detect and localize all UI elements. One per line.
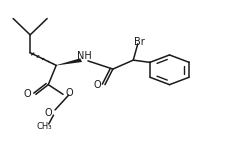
Text: O: O (65, 88, 73, 98)
Text: Br: Br (133, 37, 144, 46)
Text: O: O (93, 80, 100, 90)
Text: O: O (44, 108, 52, 118)
Polygon shape (56, 58, 82, 66)
Text: CH₃: CH₃ (36, 122, 52, 131)
Text: NH: NH (77, 51, 91, 61)
Text: O: O (23, 89, 31, 99)
